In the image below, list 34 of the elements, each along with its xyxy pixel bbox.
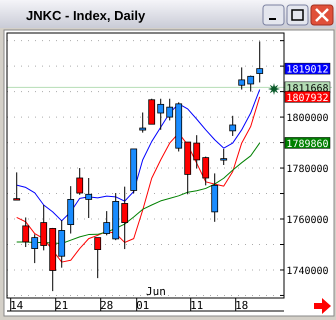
candlestick bbox=[202, 156, 210, 186]
text: 1807932 bbox=[286, 92, 329, 104]
candlestick bbox=[247, 75, 254, 92]
text: 1819012 bbox=[286, 64, 329, 76]
candlestick bbox=[157, 98, 164, 130]
x-tick-label: 14 bbox=[10, 299, 24, 312]
x-tick-label: 18 bbox=[235, 299, 248, 312]
y-tick-label: 1800000 bbox=[286, 113, 329, 124]
candlestick bbox=[256, 40, 264, 83]
y-tick-label: 1740000 bbox=[286, 266, 329, 277]
candlestick bbox=[85, 177, 92, 218]
y-tick-label: 1780000 bbox=[286, 164, 329, 176]
x-tick-label: 21 bbox=[55, 299, 68, 312]
candlestick bbox=[229, 115, 236, 136]
candlestick bbox=[193, 134, 200, 170]
candlestick bbox=[103, 210, 110, 236]
candlestick bbox=[139, 112, 146, 134]
candlestick bbox=[166, 98, 174, 121]
y-tick-label: 1760000 bbox=[286, 215, 329, 226]
text: 1789860 bbox=[286, 138, 329, 150]
candlestick bbox=[22, 216, 30, 248]
candlestick bbox=[76, 168, 84, 196]
line-series bbox=[16, 89, 260, 222]
candlestick bbox=[13, 172, 20, 201]
candlestick bbox=[238, 66, 246, 90]
candlestick bbox=[31, 234, 38, 264]
candlestick bbox=[220, 148, 228, 166]
candlestick bbox=[40, 204, 48, 251]
annotation: Jun bbox=[146, 285, 166, 298]
x-tick-label: 11 bbox=[190, 299, 204, 312]
x-tick-label: 01 bbox=[136, 299, 150, 312]
candlestick bbox=[121, 186, 128, 250]
x-tick-label: 28 bbox=[100, 299, 114, 312]
chart-title: JNKC - Index, Daily bbox=[26, 8, 146, 23]
